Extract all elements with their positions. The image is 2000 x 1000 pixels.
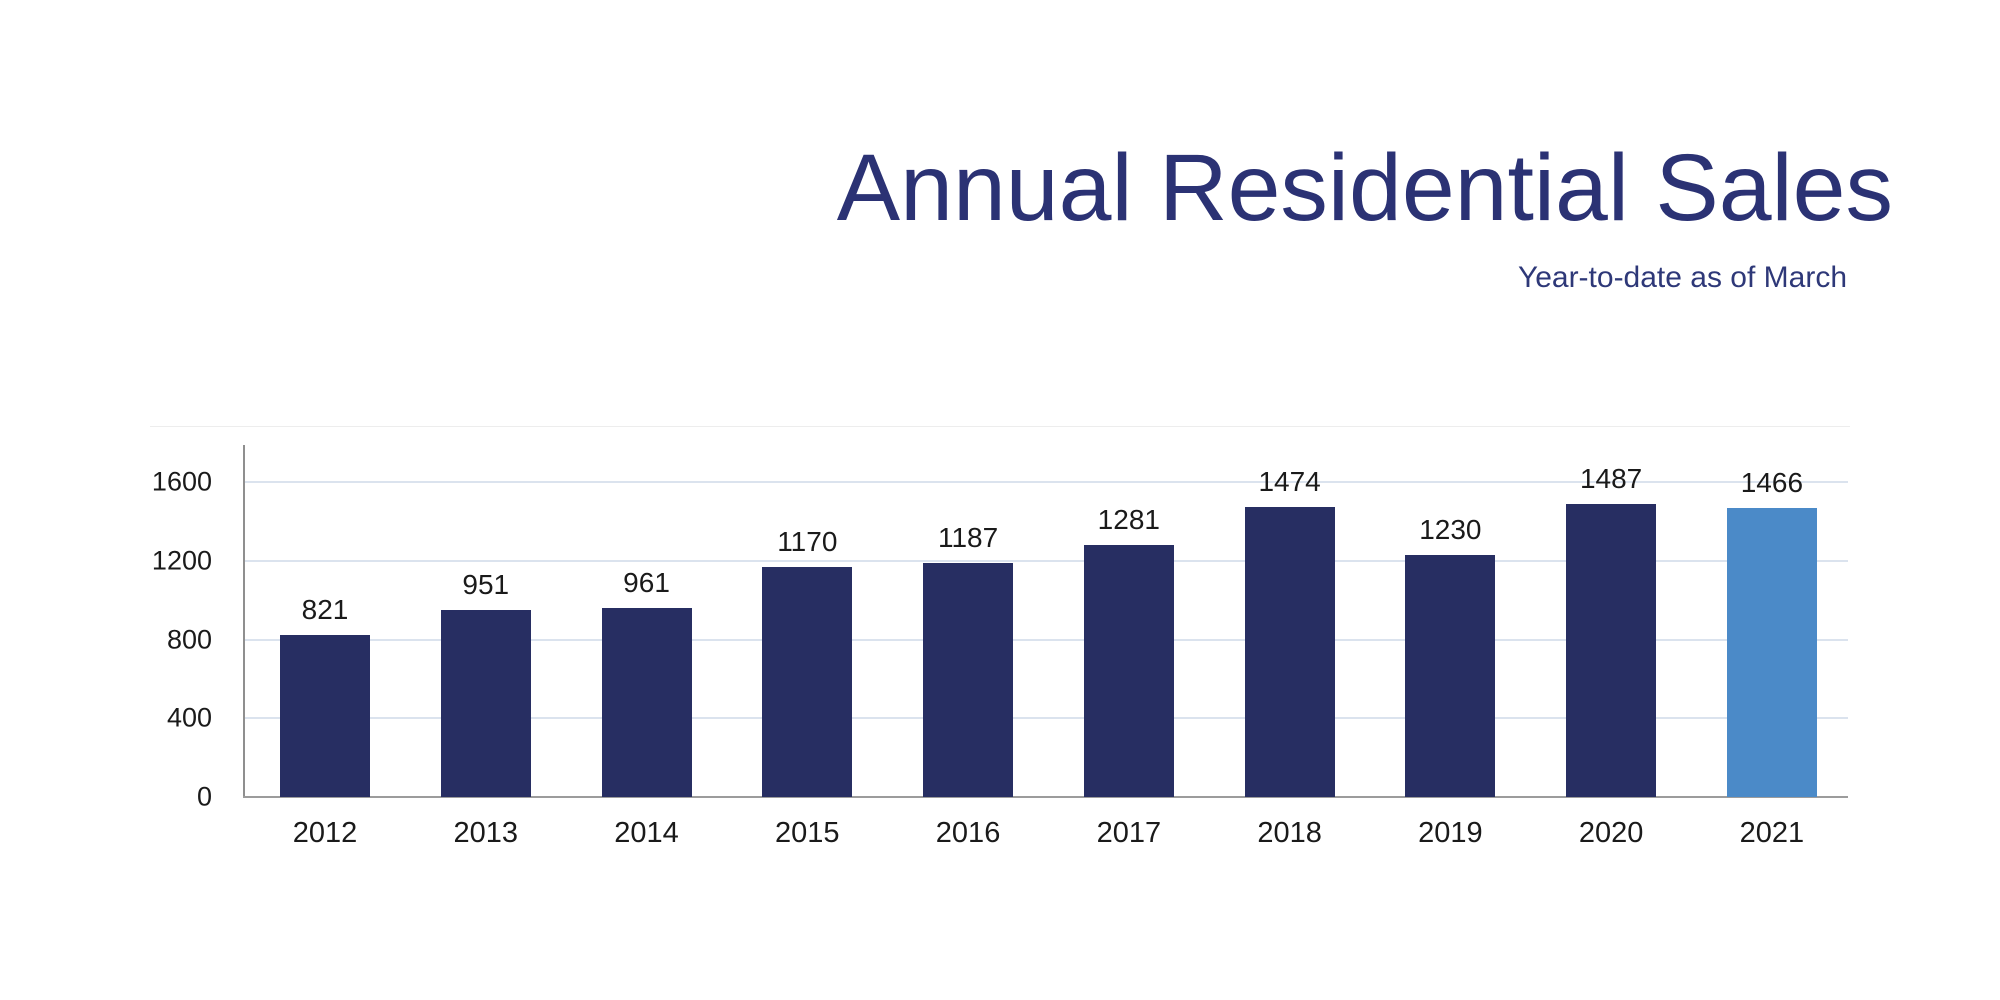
gridline-1600 (244, 481, 1848, 483)
bar-value-label-2015: 1170 (777, 526, 838, 558)
gridline-400 (244, 717, 1848, 720)
bar-group-2014: 961 2014 (601, 426, 692, 849)
bars-container: 821 2012 951 2013 961 2014 1170 2015 1187 2016 128… (243, 426, 1848, 849)
bar-group-2012: 821 2012 (280, 426, 370, 849)
bar-2020 (1566, 504, 1657, 797)
bar-value-label-2017: 1281 (1097, 504, 1160, 536)
bar-value-label-2021: 1466 (1740, 467, 1804, 499)
x-axis-tick-label-2019: 2019 (1418, 817, 1483, 849)
x-axis-tick-label-2016: 2016 (935, 817, 1001, 849)
x-axis-tick-label-2021: 2021 (1739, 817, 1805, 849)
bar-2021 (1726, 508, 1817, 797)
bar-chart-plot-area: 0 400 800 1200 1600 821 2012 951 2013 961 2014 117… (152, 426, 1848, 849)
y-axis-tick-label-400: 400 (166, 702, 212, 733)
bar-value-label-2019: 1230 (1419, 514, 1482, 546)
bar-2016 (923, 563, 1014, 797)
bar-value-label-2014: 961 (623, 567, 670, 599)
bar-2019 (1405, 555, 1496, 797)
bar-group-2015: 1170 2015 (762, 426, 853, 849)
y-axis-tick-label-1200: 1200 (151, 545, 212, 576)
bar-group-2013: 951 2013 (440, 426, 531, 849)
bar-2012 (280, 635, 370, 797)
bar-value-label-2016: 1187 (937, 522, 999, 554)
x-axis-tick-label-2017: 2017 (1096, 817, 1162, 849)
bar-2017 (1083, 545, 1174, 797)
chart-header: Annual Residential Sales Year-to-date as… (837, 141, 1893, 293)
bar-group-2016: 1187 2016 (923, 426, 1014, 849)
x-axis-line (243, 796, 1848, 798)
bar-group-2019: 1230 2019 (1405, 426, 1496, 849)
x-axis-tick-label-2013: 2013 (453, 817, 519, 849)
bar-group-2018: 1474 2018 (1244, 426, 1335, 849)
bar-group-2017: 1281 2017 (1083, 426, 1174, 849)
bar-value-label-2018: 1474 (1258, 466, 1321, 498)
bar-value-label-2012: 821 (301, 594, 349, 626)
bar-2018 (1244, 507, 1335, 797)
bar-2015 (762, 567, 853, 797)
bar-group-2020: 1487 2020 (1566, 426, 1657, 849)
y-axis-line (243, 445, 245, 797)
x-axis-tick-label-2015: 2015 (775, 817, 840, 849)
y-axis-tick-label-0: 0 (196, 781, 212, 812)
chart-title: Annual Residential Sales (836, 135, 1893, 241)
y-axis-tick-label-1600: 1600 (151, 466, 212, 497)
chart-subtitle: Year-to-date as of March (1517, 261, 1847, 294)
gridline-1200 (244, 559, 1848, 562)
x-axis-tick-label-2012: 2012 (292, 817, 358, 849)
x-axis-tick-label-2014: 2014 (614, 817, 679, 849)
plot-top-border (150, 426, 1850, 427)
x-axis-tick-label-2020: 2020 (1578, 817, 1644, 849)
bar-2013 (440, 610, 531, 797)
x-axis-tick-label-2018: 2018 (1257, 817, 1322, 849)
gridline-800 (244, 638, 1848, 641)
bar-2014 (601, 608, 692, 797)
y-axis-tick-label-800: 800 (166, 624, 212, 654)
y-axis-tick-labels: 0 400 800 1200 1600 (103, 426, 223, 812)
bar-value-label-2013: 951 (462, 569, 510, 601)
bar-group-2021: 1466 2021 (1726, 426, 1817, 849)
bar-value-label-2020: 1487 (1579, 463, 1643, 495)
